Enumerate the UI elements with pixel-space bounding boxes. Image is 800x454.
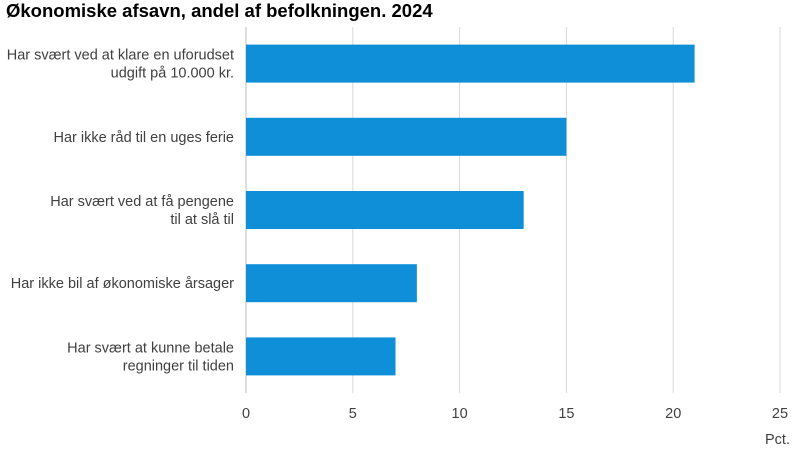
x-tick-label-5: 5 (349, 406, 357, 422)
chart-title: Økonomiske afsavn, andel af befolkningen… (6, 0, 433, 21)
x-tick-label-10: 10 (452, 406, 468, 422)
bar-2 (246, 191, 524, 229)
category-label-0: Har svært ved at klare en uforudset udgif… (7, 48, 234, 82)
x-tick-label-25: 25 (772, 406, 788, 422)
x-tick-label-20: 20 (665, 406, 681, 422)
category-label-2: Har svært ved at få pengene til at slå ti… (50, 194, 234, 228)
category-label-1: Har ikke råd til en uges ferie (53, 130, 234, 146)
x-tick-label-0: 0 (242, 406, 250, 422)
x-tick-label-15: 15 (558, 406, 574, 422)
bar-3 (246, 264, 417, 303)
x-unit-label: Pct. (765, 432, 790, 448)
bar-1 (246, 117, 567, 156)
bar-0 (246, 44, 695, 83)
category-label-3: Har ikke bil af økonomiske årsager (11, 276, 234, 292)
category-label-4: Har svært at kunne betale regninger til t… (67, 340, 234, 374)
bar-4 (246, 337, 396, 376)
